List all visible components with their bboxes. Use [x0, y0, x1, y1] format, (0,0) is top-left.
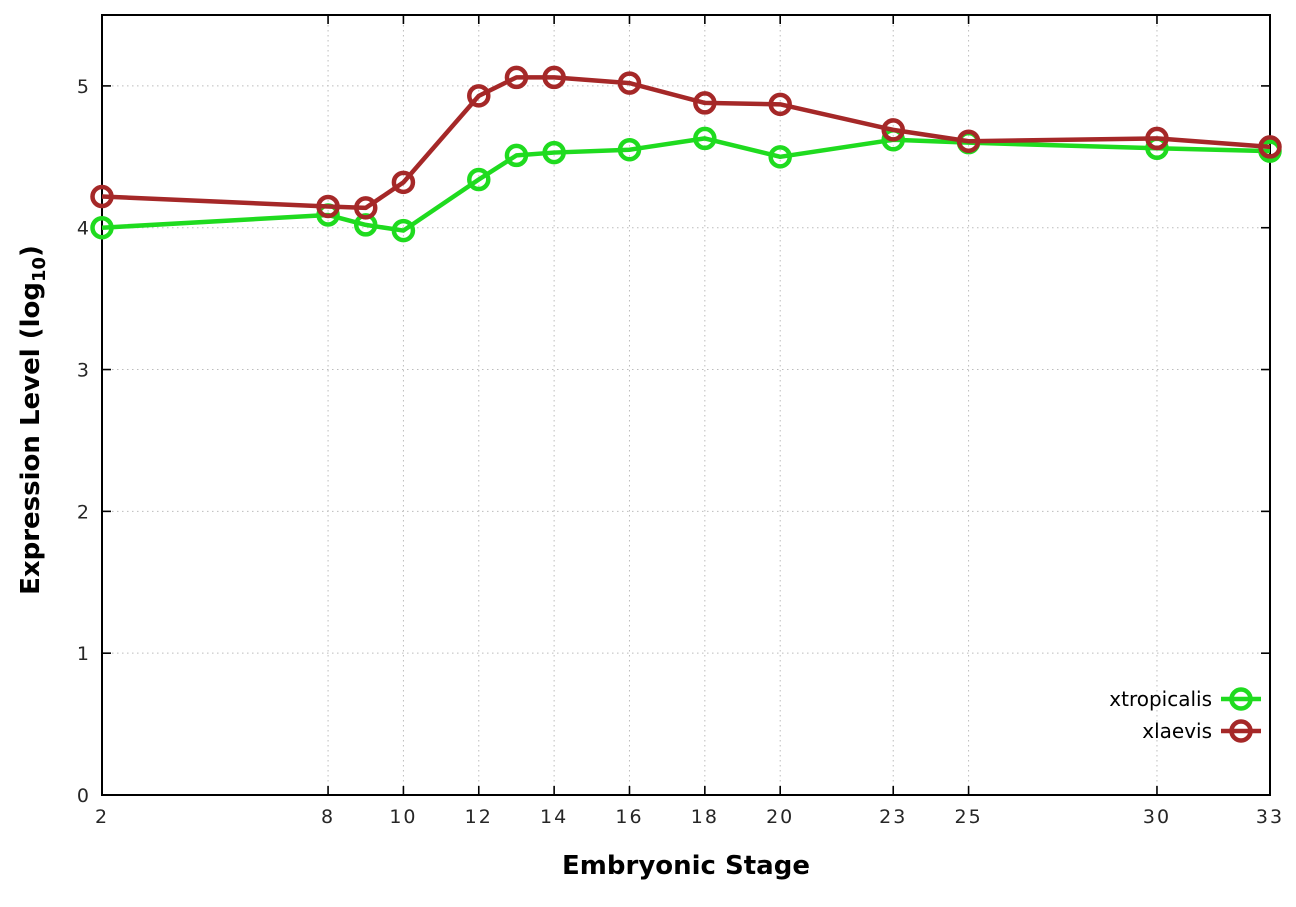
data-point-xlaevis [391, 170, 416, 195]
x-tick-label: 16 [615, 806, 643, 828]
data-point-xlaevis [768, 92, 792, 117]
plot-border [101, 14, 1271, 796]
legend-marker-xlaevis [1229, 719, 1253, 743]
data-point-xtropicalis [391, 218, 416, 243]
data-point-xtropicalis [542, 140, 566, 165]
x-tick-label: 33 [1256, 806, 1284, 828]
x-tick-label: 14 [540, 806, 568, 828]
data-point-xlaevis [1258, 135, 1282, 159]
data-point-xlaevis [467, 84, 491, 108]
y-axis-title: Expression Level (log10) [16, 245, 50, 595]
x-tick-label: 23 [879, 806, 907, 828]
y-tick-label: 3 [77, 360, 89, 382]
data-point-xlaevis [693, 91, 717, 115]
data-point-xtropicalis [768, 145, 792, 169]
data-point-xtropicalis [467, 167, 491, 192]
legend-label-xlaevis: xlaevis [1142, 719, 1212, 743]
legend-label-xtropicalis: xtropicalis [1109, 687, 1212, 711]
x-tick-label: 25 [954, 806, 982, 828]
data-point-xlaevis [316, 194, 340, 219]
x-tick-label: 10 [389, 806, 417, 828]
y-tick-label: 5 [77, 76, 89, 98]
y-tick-label: 2 [77, 501, 89, 523]
x-tick-label: 8 [321, 806, 335, 828]
y-tick-label: 1 [77, 643, 89, 665]
data-point-xlaevis [90, 184, 114, 209]
y-tick-label: 0 [77, 785, 89, 807]
y-axis-title-subscript: 10 [29, 256, 51, 283]
data-point-xlaevis [881, 118, 905, 142]
x-tick-label: 12 [465, 806, 493, 828]
x-axis-title: Embryonic Stage [562, 851, 810, 881]
data-point-xtropicalis [90, 215, 114, 240]
y-axis-title-close: ) [15, 245, 46, 257]
data-point-xtropicalis [693, 126, 717, 151]
legend-marker-xtropicalis [1229, 687, 1253, 711]
data-point-xlaevis [617, 71, 642, 95]
data-point-xtropicalis [504, 143, 529, 168]
y-axis-title-main: Expression Level (log [15, 282, 46, 595]
data-point-xlaevis [1145, 126, 1169, 151]
data-point-xlaevis [956, 129, 981, 153]
x-tick-label: 20 [766, 806, 794, 828]
x-tick-label: 18 [691, 806, 719, 828]
x-tick-label: 2 [95, 806, 109, 828]
series-line-xtropicalis [101, 136, 1271, 233]
y-tick-label: 4 [77, 218, 89, 240]
data-point-xlaevis [353, 196, 378, 220]
x-tick-label: 30 [1143, 806, 1171, 828]
data-point-xtropicalis [617, 137, 642, 162]
data-point-xlaevis [504, 65, 529, 90]
data-point-xlaevis [542, 65, 566, 90]
